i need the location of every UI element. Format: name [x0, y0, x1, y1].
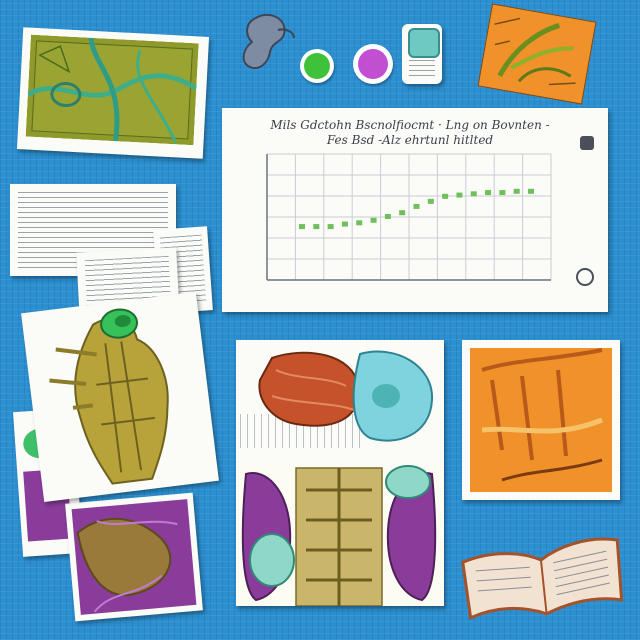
structure-card: [462, 340, 620, 500]
chart-point: [370, 217, 377, 223]
chart-point: [356, 220, 363, 226]
chart-points: [299, 188, 534, 230]
chart-point: [413, 203, 420, 209]
pill-bottle-icon: [408, 28, 440, 58]
chart-title-line-1: Mils Gdctohn Bscnolfiocmt · Lng on Bovnt…: [270, 118, 550, 132]
chart-point: [442, 193, 449, 199]
structure-illustration: [470, 348, 612, 492]
chart-point: [327, 224, 334, 230]
chart-tools-icon[interactable]: [580, 136, 594, 150]
pink-dot-badge: [353, 44, 393, 84]
chart-point: [499, 190, 506, 196]
chart-point: [399, 210, 406, 216]
label-lines: [409, 60, 435, 78]
chart-panel: Mils Gdctohn Bscnolfiocmt · Lng on Bovnt…: [222, 108, 608, 312]
tissue-illustration: [71, 499, 197, 615]
chart-point: [427, 198, 434, 204]
green-dot-badge: [300, 49, 334, 83]
pill-bottle-card: [402, 24, 442, 84]
organ-sketch-icon: [238, 12, 298, 74]
open-booklet: [454, 515, 631, 624]
anatomy-spread: [236, 340, 444, 606]
pink-dot-icon: [358, 49, 388, 79]
chart-point: [456, 192, 463, 198]
chart-point: [313, 224, 320, 230]
chart-point: [470, 191, 477, 197]
chart-point: [341, 221, 348, 227]
anatomy-figure-card: [21, 291, 219, 503]
leaf-illustration-card: [476, 2, 598, 106]
chart-point: [384, 214, 391, 219]
cell-micrograph: [25, 34, 199, 146]
chart-gridlines: [266, 153, 552, 281]
cell-image-card: [16, 27, 210, 159]
tissue-card: [65, 492, 203, 622]
chart-point: [513, 188, 520, 194]
scatter-chart: [266, 153, 552, 281]
chart-point: [299, 224, 305, 230]
anatomy-figure: [49, 308, 169, 485]
chart-point: [485, 190, 492, 196]
chart-point: [528, 188, 534, 194]
green-dot-icon: [304, 53, 330, 79]
chart-title: Mils Gdctohn Bscnolfiocmt · Lng on Bovnt…: [252, 118, 568, 148]
chart-title-line-2: Fes Bsd -Alz ehrtunl hitlted: [326, 133, 494, 147]
spread-illustration: [236, 350, 444, 606]
chart-zoom-icon[interactable]: [576, 268, 594, 286]
